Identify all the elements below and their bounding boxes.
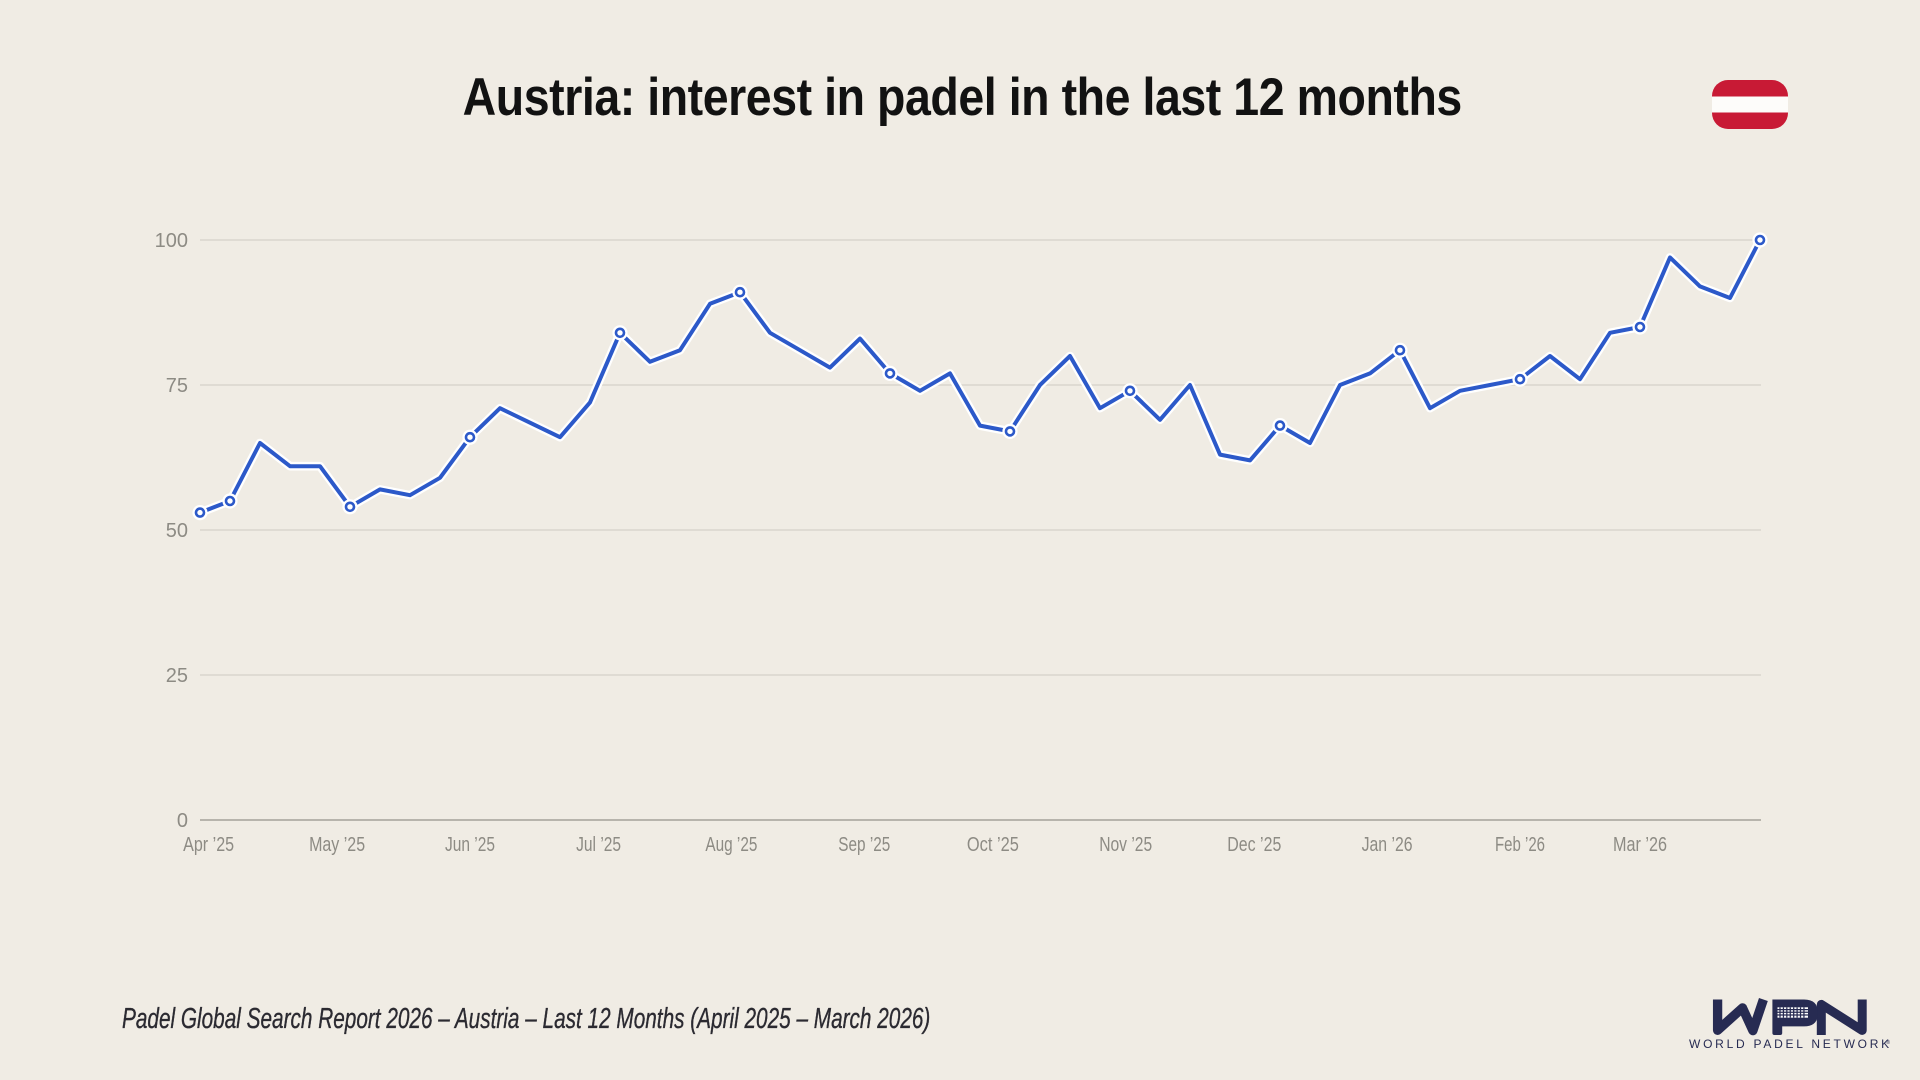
svg-text:Aug ’25: Aug ’25: [705, 834, 757, 856]
svg-text:Feb ’26: Feb ’26: [1495, 834, 1545, 856]
svg-text:Jul ’25: Jul ’25: [576, 834, 621, 856]
svg-text:Mar ’26: Mar ’26: [1613, 834, 1667, 856]
svg-text:0: 0: [177, 810, 188, 832]
svg-text:WORLD PADEL NETWORK: WORLD PADEL NETWORK: [1689, 1037, 1892, 1051]
svg-text:100: 100: [155, 230, 188, 252]
svg-text:Jun ’25: Jun ’25: [445, 834, 495, 856]
svg-text:Jan ’26: Jan ’26: [1362, 834, 1413, 856]
svg-text:75: 75: [166, 375, 188, 397]
svg-text:®: ®: [1886, 1039, 1890, 1046]
svg-text:May ’25: May ’25: [309, 834, 365, 856]
svg-text:25: 25: [166, 665, 188, 687]
svg-text:Dec ’25: Dec ’25: [1227, 834, 1281, 856]
svg-text:Sep ’25: Sep ’25: [838, 834, 890, 856]
svg-text:50: 50: [166, 520, 188, 542]
svg-text:Apr ’25: Apr ’25: [183, 834, 234, 856]
svg-text:Nov ’25: Nov ’25: [1099, 834, 1152, 856]
svg-text:Oct ’25: Oct ’25: [967, 834, 1019, 856]
